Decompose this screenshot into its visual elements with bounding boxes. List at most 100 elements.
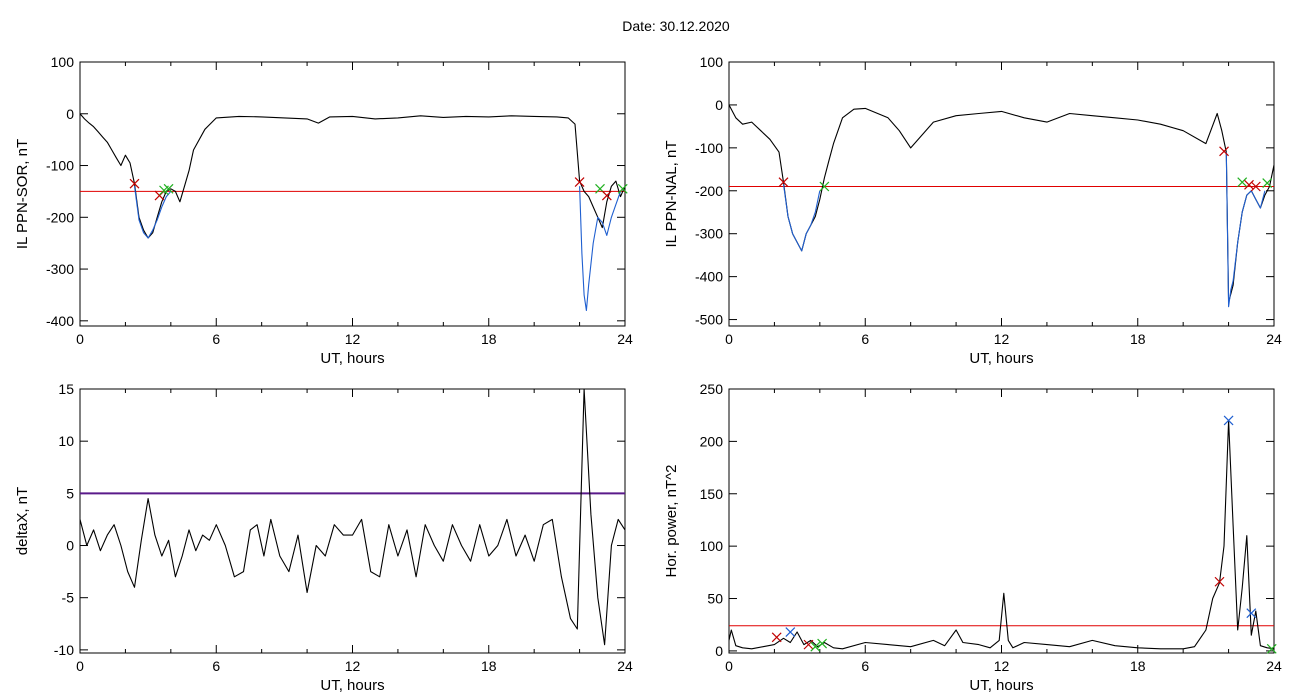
series-line-1 — [133, 186, 172, 239]
series-line-0 — [79, 388, 626, 646]
x-tick-label: 0 — [76, 658, 84, 674]
marker-stroke — [785, 627, 796, 637]
x-tick-label: 6 — [861, 658, 869, 674]
x-tick-label: 6 — [861, 331, 869, 347]
marker-cross — [771, 632, 782, 643]
marker-cross — [778, 177, 789, 188]
y-tick-label: -400 — [46, 313, 74, 329]
marker-cross — [817, 638, 828, 649]
marker-stroke — [617, 183, 628, 194]
marker-stroke — [817, 638, 828, 649]
y-tick-label: -100 — [46, 158, 74, 174]
chart-il-nal: 0 6 12 18 24 100 0 -100 -200 -300 -400 -500 UT, hour… — [663, 54, 1282, 367]
x-tick-label: 12 — [994, 331, 1010, 347]
marker-stroke — [819, 181, 830, 192]
marker-stroke — [1262, 178, 1273, 188]
marker-cross — [785, 627, 796, 637]
plot-frame — [728, 61, 1275, 327]
y-axis-label: IL PPN-NAL, nT — [663, 141, 680, 248]
y-tick-label: 100 — [700, 538, 724, 554]
y-axis-label: deltaX, nT — [14, 487, 31, 555]
x-tick-label: 24 — [617, 331, 633, 347]
marker-stroke — [163, 183, 174, 194]
marker-cross — [1237, 177, 1248, 188]
marker-cross — [163, 183, 174, 194]
marker-stroke — [803, 639, 814, 650]
marker-cross — [1219, 146, 1229, 157]
marker-cross — [1262, 178, 1273, 188]
marker-stroke — [1250, 181, 1261, 192]
x-tick-label: 0 — [76, 331, 84, 347]
marker-stroke — [771, 632, 782, 643]
marker-cross — [617, 183, 628, 194]
y-tick-label: -200 — [46, 209, 74, 225]
marker-stroke — [1219, 146, 1229, 157]
y-tick-label: 0 — [66, 106, 74, 122]
marker-cross — [1214, 576, 1225, 587]
y-tick-label: 100 — [700, 54, 724, 70]
marker-stroke — [1246, 608, 1257, 619]
marker-cross — [129, 178, 140, 189]
x-axis-label: UT, hours — [969, 350, 1033, 367]
y-tick-label: 200 — [700, 433, 724, 449]
marker-stroke — [129, 178, 140, 189]
page-title: Date: 30.12.2020 — [622, 18, 730, 34]
chart-delta-x: 0 6 12 18 24 15 10 5 0 -5 -10 UT, hours deltaX, nT — [14, 381, 633, 694]
marker-stroke — [810, 641, 821, 652]
x-tick-label: 18 — [481, 331, 497, 347]
x-tick-label: 12 — [994, 658, 1010, 674]
y-tick-label: -300 — [46, 261, 74, 277]
marker-cross — [1223, 415, 1234, 426]
y-tick-label: -400 — [695, 269, 723, 285]
y-tick-label: 0 — [715, 643, 723, 659]
y-tick-label: 250 — [700, 381, 724, 397]
marker-stroke — [1223, 415, 1234, 426]
marker-stroke — [1214, 576, 1225, 587]
marker-cross — [803, 639, 814, 650]
plot-frame — [79, 388, 626, 654]
marker-cross — [1266, 643, 1277, 654]
x-tick-label: 24 — [617, 658, 633, 674]
marker-stroke — [778, 177, 789, 188]
y-axis-label: Hor. power, nT^2 — [663, 465, 680, 578]
marker-cross — [819, 181, 830, 192]
y-tick-label: -100 — [695, 140, 723, 156]
chart-il-sor: 0 6 12 18 24 100 0 -100 -200 -300 -400 UT, hours IL … — [14, 54, 633, 367]
series-line-2 — [1225, 152, 1266, 308]
x-tick-label: 6 — [212, 658, 220, 674]
y-tick-label: 100 — [51, 54, 75, 70]
y-tick-label: 50 — [707, 591, 723, 607]
y-tick-label: -200 — [695, 183, 723, 199]
y-tick-label: 0 — [715, 97, 723, 113]
y-tick-label: -500 — [695, 312, 723, 328]
x-tick-label: 18 — [481, 658, 497, 674]
series-line-0 — [728, 104, 1275, 303]
marker-stroke — [574, 177, 585, 188]
marker-cross — [1244, 179, 1254, 190]
series-line-1 — [782, 184, 821, 252]
x-tick-label: 0 — [725, 331, 733, 347]
y-tick-label: 0 — [66, 538, 74, 554]
x-tick-label: 24 — [1266, 331, 1282, 347]
series-line-0 — [79, 113, 626, 239]
marker-cross — [1246, 608, 1257, 619]
chart-hor-power: 0 6 12 18 24 250 200 150 100 50 0 UT, hours Hor. pow… — [663, 381, 1282, 694]
x-tick-label: 18 — [1130, 658, 1146, 674]
x-tick-label: 12 — [345, 658, 361, 674]
marker-stroke — [595, 183, 605, 194]
x-tick-label: 0 — [725, 658, 733, 674]
y-tick-label: 10 — [58, 433, 74, 449]
marker-cross — [574, 177, 585, 188]
marker-stroke — [1266, 643, 1277, 654]
marker-stroke — [1244, 179, 1254, 190]
x-tick-label: 12 — [345, 331, 361, 347]
y-axis-label: IL PPN-SOR, nT — [14, 139, 31, 249]
marker-cross — [1250, 181, 1261, 192]
x-axis-label: UT, hours — [320, 677, 384, 694]
x-tick-label: 24 — [1266, 658, 1282, 674]
marker-stroke — [1237, 177, 1248, 188]
y-tick-label: -5 — [62, 590, 75, 606]
y-tick-label: -300 — [695, 226, 723, 242]
y-tick-label: 150 — [700, 486, 724, 502]
